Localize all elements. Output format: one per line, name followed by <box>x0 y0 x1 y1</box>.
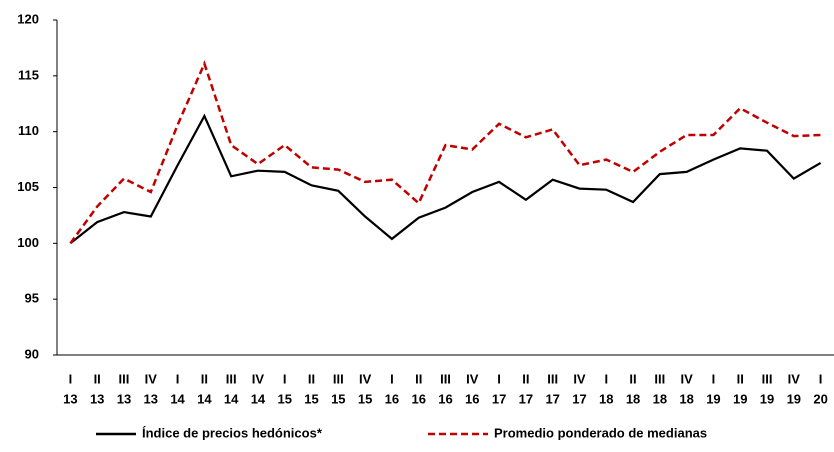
x-tick-label: 17 <box>519 391 533 406</box>
x-tick-label: II <box>308 371 315 386</box>
x-tick-label: 16 <box>465 391 479 406</box>
x-tick-label: 13 <box>63 391 77 406</box>
x-tick-label: II <box>201 371 208 386</box>
x-tick-label: I <box>69 371 73 386</box>
x-tick-label: 19 <box>787 391 801 406</box>
x-tick-label: IV <box>573 371 586 386</box>
x-tick-label: 15 <box>331 391 345 406</box>
x-tick-label: III <box>440 371 451 386</box>
x-tick-label: II <box>415 371 422 386</box>
x-tick-label: 13 <box>117 391 131 406</box>
x-tick-label: 15 <box>358 391 372 406</box>
x-tick-label: 18 <box>679 391 693 406</box>
x-tick-label: III <box>547 371 558 386</box>
x-tick-label: 17 <box>572 391 586 406</box>
x-tick-label: I <box>712 371 716 386</box>
x-tick-label: III <box>226 371 237 386</box>
x-tick-label: III <box>333 371 344 386</box>
y-tick-label: 105 <box>17 179 39 194</box>
y-tick-label: 120 <box>17 11 39 26</box>
x-tick-label: IV <box>252 371 265 386</box>
x-tick-label: 13 <box>90 391 104 406</box>
x-tick-label: 13 <box>144 391 158 406</box>
x-tick-label: 14 <box>197 391 212 406</box>
x-tick-label: 16 <box>411 391 425 406</box>
series-line <box>69 60 821 245</box>
x-tick-label: 18 <box>653 391 667 406</box>
x-tick-label: 14 <box>170 391 185 406</box>
x-tick-label: I <box>497 371 501 386</box>
x-tick-label: I <box>604 371 608 386</box>
x-tick-label: III <box>762 371 773 386</box>
x-tick-label: I <box>390 371 394 386</box>
x-tick-label: 18 <box>599 391 613 406</box>
y-tick-label: 95 <box>25 291 39 306</box>
x-tick-label: I <box>819 371 823 386</box>
x-tick-label: 14 <box>224 391 239 406</box>
x-tick-label: 17 <box>492 391 506 406</box>
x-tick-label: 14 <box>251 391 266 406</box>
x-tick-label: I <box>176 371 180 386</box>
x-tick-label: 18 <box>626 391 640 406</box>
x-tick-label: 15 <box>278 391 292 406</box>
x-tick-label: 17 <box>545 391 559 406</box>
series-line <box>69 113 822 245</box>
x-tick-label: IV <box>788 371 801 386</box>
x-tick-label: II <box>629 371 636 386</box>
x-tick-label: II <box>94 371 101 386</box>
y-tick-label: 100 <box>17 235 39 250</box>
legend-label: Índice de precios hedónicos* <box>142 425 323 440</box>
x-tick-label: 20 <box>813 391 827 406</box>
y-tick-label: 110 <box>18 123 39 138</box>
x-tick-label: IV <box>680 371 693 386</box>
x-tick-label: 19 <box>706 391 720 406</box>
y-tick-label: 90 <box>25 346 39 361</box>
x-tick-label: 16 <box>385 391 399 406</box>
x-tick-label: III <box>654 371 665 386</box>
x-tick-label: 19 <box>733 391 747 406</box>
x-tick-label: II <box>737 371 744 386</box>
x-tick-label: IV <box>145 371 158 386</box>
x-tick-label: 15 <box>304 391 318 406</box>
x-tick-label: I <box>283 371 287 386</box>
legend-label: Promedio ponderado de medianas <box>494 425 707 440</box>
x-tick-label: II <box>522 371 529 386</box>
x-tick-label: 19 <box>760 391 774 406</box>
x-tick-label: III <box>119 371 130 386</box>
y-tick-label: 115 <box>18 67 39 82</box>
x-tick-label: IV <box>359 371 372 386</box>
x-tick-label: 16 <box>438 391 452 406</box>
x-tick-label: IV <box>466 371 479 386</box>
